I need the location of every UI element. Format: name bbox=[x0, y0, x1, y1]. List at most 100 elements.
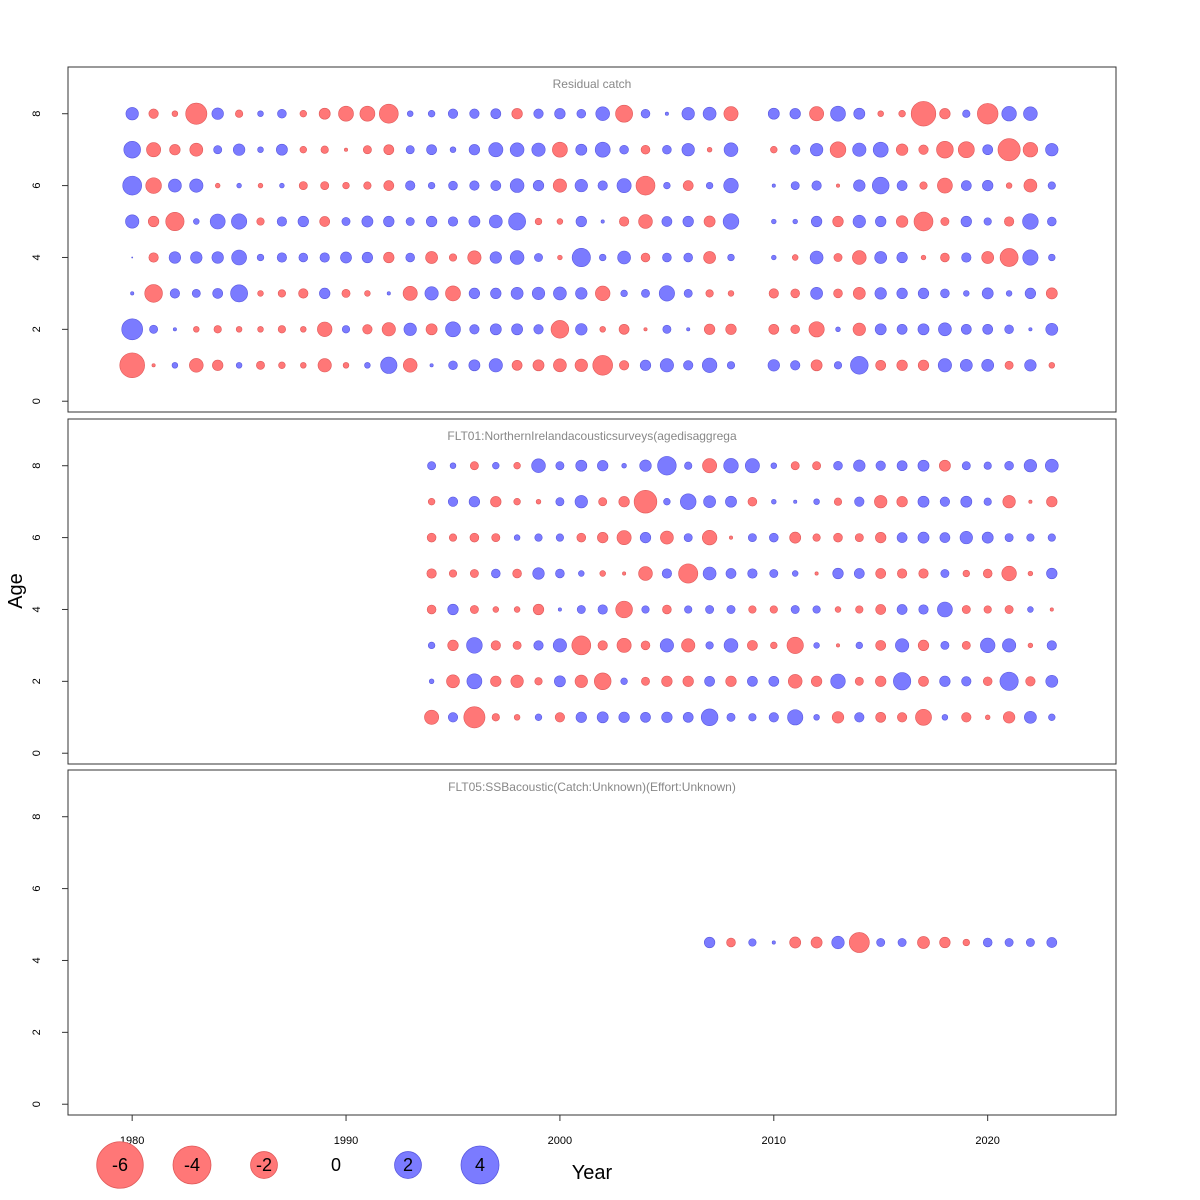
positive-residual-bubble bbox=[959, 358, 973, 372]
positive-residual-bubble bbox=[341, 325, 351, 334]
positive-residual-bubble bbox=[982, 180, 994, 192]
negative-residual-bubble bbox=[790, 461, 800, 471]
panel-title: FLT05:SSBacoustic(Catch:Unknown)(Effort:… bbox=[448, 780, 736, 794]
negative-residual-bubble bbox=[213, 325, 222, 334]
positive-residual-bubble bbox=[659, 638, 674, 653]
negative-residual-bubble bbox=[598, 497, 608, 507]
positive-residual-bubble bbox=[489, 251, 502, 264]
positive-residual-bubble bbox=[682, 215, 694, 228]
positive-residual-bubble bbox=[1023, 106, 1038, 121]
negative-residual-bubble bbox=[469, 461, 479, 471]
positive-residual-bubble bbox=[791, 570, 799, 577]
negative-residual-bubble bbox=[833, 253, 843, 262]
positive-residual-bubble bbox=[552, 638, 567, 653]
negative-residual-bubble bbox=[678, 563, 699, 584]
positive-residual-bubble bbox=[230, 284, 248, 303]
positive-residual-bubble bbox=[940, 288, 950, 299]
negative-residual-bubble bbox=[701, 529, 718, 546]
negative-residual-bubble bbox=[640, 640, 651, 651]
positive-residual-bubble bbox=[875, 215, 887, 228]
negative-residual-bubble bbox=[425, 251, 438, 264]
positive-residual-bubble bbox=[405, 180, 416, 191]
positive-residual-bubble bbox=[171, 362, 179, 369]
positive-residual-bubble bbox=[1024, 710, 1037, 724]
negative-residual-bubble bbox=[165, 212, 185, 231]
negative-residual-bubble bbox=[977, 103, 999, 125]
y-axis: 0 2 4 6 8 bbox=[31, 814, 69, 1107]
positive-residual-bubble bbox=[449, 146, 457, 153]
negative-residual-bubble bbox=[726, 937, 736, 948]
negative-residual-bubble bbox=[786, 636, 804, 654]
positive-residual-bubble bbox=[662, 324, 672, 334]
positive-residual-bubble bbox=[279, 182, 285, 189]
negative-residual-bubble bbox=[469, 569, 479, 578]
positive-residual-bubble bbox=[960, 180, 972, 191]
negative-residual-bubble bbox=[937, 177, 953, 194]
positive-residual-bubble bbox=[448, 360, 458, 371]
positive-residual-bubble bbox=[1047, 216, 1057, 227]
positive-residual-bubble bbox=[833, 460, 843, 471]
positive-residual-bubble bbox=[771, 499, 777, 505]
positive-residual-bubble bbox=[532, 180, 545, 192]
negative-residual-bubble bbox=[1002, 711, 1016, 724]
positive-residual-bubble bbox=[725, 495, 737, 508]
positive-residual-bubble bbox=[509, 142, 525, 157]
negative-residual-bubble bbox=[426, 568, 437, 579]
positive-residual-bubble bbox=[276, 143, 288, 156]
positive-residual-bubble bbox=[1045, 143, 1059, 157]
negative-residual-bubble bbox=[723, 106, 739, 122]
negative-residual-bubble bbox=[940, 217, 950, 226]
negative-residual-bubble bbox=[379, 103, 399, 124]
negative-residual-bubble bbox=[729, 535, 733, 540]
negative-residual-bubble bbox=[812, 533, 821, 542]
positive-residual-bubble bbox=[896, 251, 908, 264]
positive-residual-bubble bbox=[896, 180, 908, 191]
negative-residual-bubble bbox=[193, 326, 200, 333]
negative-residual-bubble bbox=[682, 180, 694, 191]
negative-residual-bubble bbox=[426, 604, 437, 615]
negative-residual-bubble bbox=[532, 359, 545, 372]
positive-residual-bubble bbox=[917, 495, 930, 508]
positive-residual-bubble bbox=[768, 675, 780, 687]
positive-residual-bubble bbox=[702, 106, 717, 121]
positive-residual-bubble bbox=[767, 359, 780, 372]
positive-residual-bubble bbox=[813, 714, 820, 721]
negative-residual-bubble bbox=[662, 604, 672, 615]
negative-residual-bubble bbox=[511, 108, 523, 120]
panel-2: FLT01:NorthernIrelandacousticsurveys(age… bbox=[31, 418, 1117, 765]
negative-residual-bubble bbox=[426, 532, 437, 543]
positive-residual-bubble bbox=[999, 671, 1019, 691]
negative-residual-bubble bbox=[770, 146, 778, 154]
y-tick-label: 6 bbox=[31, 535, 43, 541]
positive-residual-bubble bbox=[554, 108, 566, 120]
negative-residual-bubble bbox=[897, 568, 908, 579]
negative-residual-bubble bbox=[616, 530, 632, 546]
negative-residual-bubble bbox=[854, 533, 864, 543]
negative-residual-bubble bbox=[920, 254, 927, 261]
positive-residual-bubble bbox=[428, 678, 435, 684]
negative-residual-bubble bbox=[812, 461, 822, 471]
negative-residual-bubble bbox=[875, 568, 887, 579]
negative-residual-bubble bbox=[768, 323, 780, 335]
negative-residual-bubble bbox=[836, 183, 840, 188]
positive-residual-bubble bbox=[361, 251, 374, 264]
negative-residual-bubble bbox=[510, 674, 524, 688]
legend-positive-bubble bbox=[460, 1145, 500, 1185]
negative-residual-bubble bbox=[895, 143, 909, 156]
y-tick-label: 2 bbox=[31, 326, 43, 332]
negative-residual-bubble bbox=[342, 362, 350, 369]
negative-residual-bubble bbox=[512, 640, 522, 650]
negative-residual-bubble bbox=[571, 635, 592, 656]
negative-residual-bubble bbox=[725, 675, 737, 687]
positive-residual-bubble bbox=[468, 144, 481, 156]
negative-residual-bubble bbox=[852, 250, 867, 265]
x-tick-label: 1990 bbox=[334, 1135, 358, 1147]
positive-residual-bubble bbox=[597, 604, 608, 615]
positive-residual-bubble bbox=[855, 641, 863, 650]
positive-residual-bubble bbox=[723, 177, 739, 194]
positive-residual-bubble bbox=[833, 361, 843, 370]
negative-residual-bubble bbox=[448, 569, 458, 578]
negative-residual-bubble bbox=[256, 360, 265, 370]
positive-residual-bubble bbox=[594, 141, 611, 158]
negative-residual-bubble bbox=[875, 675, 887, 687]
